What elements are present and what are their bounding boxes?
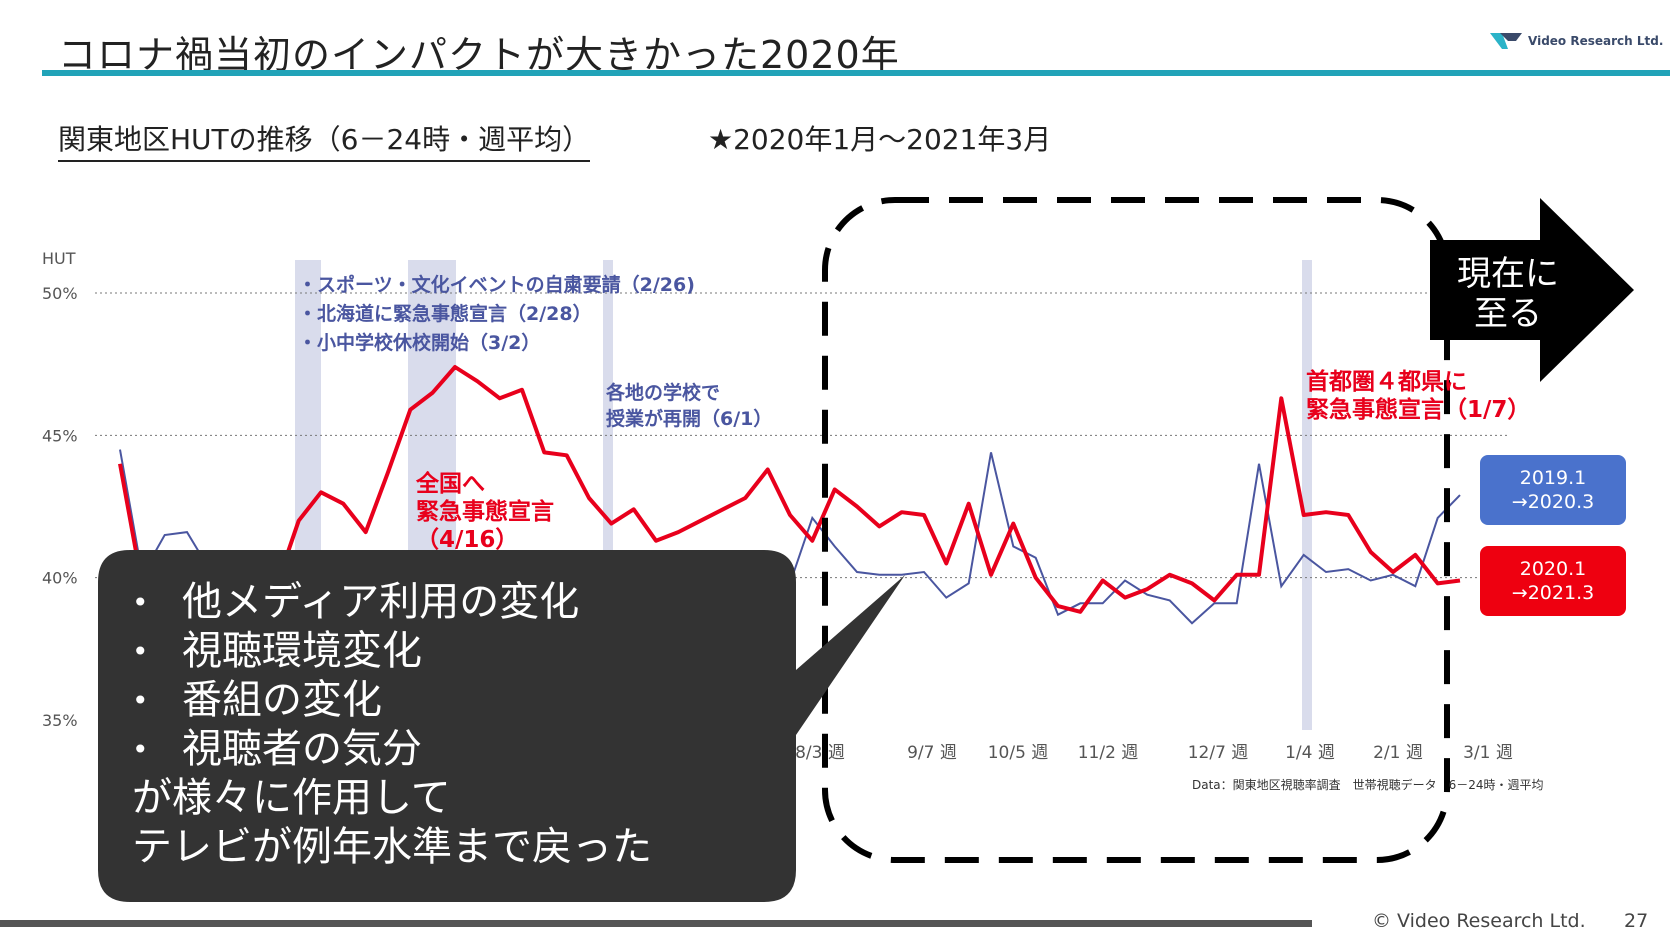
callout-bullet: • 番組の変化 <box>132 676 652 725</box>
event-band <box>603 260 613 730</box>
legend-line: →2020.3 <box>1511 491 1595 513</box>
y-tick-label: 40% <box>42 569 78 588</box>
now-arrow-line: 現在に <box>1457 254 1559 294</box>
title-rule <box>42 70 1670 76</box>
event-annotation-list: ・スポーツ・文化イベントの自粛要請（2/26) ・北海道に緊急事態宣言（2/28… <box>298 271 695 358</box>
x-tick-label: 9/7 週 <box>907 743 957 763</box>
logo-mark-icon <box>1490 33 1522 49</box>
series-line-2020 <box>118 365 1461 614</box>
annotation-line: 全国へ <box>416 471 485 497</box>
callout-bullet: • 視聴環境変化 <box>132 627 652 676</box>
x-tick-label: 1/4 週 <box>1285 743 1335 763</box>
y-axis-label: HUT <box>42 249 76 268</box>
legend-line: →2021.3 <box>1511 582 1595 604</box>
annotation-line: 緊急事態宣言（1/7） <box>1306 397 1531 423</box>
bullet-text: 視聴環境変化 <box>182 628 422 674</box>
callout-text: • 他メディア利用の変化 • 視聴環境変化 • 番組の変化 • 視聴者の気分 が様々に作… <box>132 578 652 872</box>
legend-badge-2019: 2019.1 →2020.3 <box>1480 455 1626 525</box>
bullet-text: 他メディア利用の変化 <box>182 579 580 625</box>
company-logo: Video Research Ltd. <box>1488 30 1663 52</box>
callout-line: が様々に作用して <box>132 775 451 821</box>
annotation-line: 緊急事態宣言 <box>416 499 554 525</box>
annotation-line: （4/16） <box>416 527 519 553</box>
source-note: Data：関東地区視聴率調査 世帯視聴データ 6－24時・週平均 <box>1192 778 1544 792</box>
y-tick-label: 50% <box>42 284 78 303</box>
bullet-text: 番組の変化 <box>182 677 382 723</box>
y-axis: 50% 45% 40% 35% HUT <box>42 249 78 730</box>
legend-line: 2020.1 <box>1519 558 1587 580</box>
bullet-text: 視聴者の気分 <box>182 726 422 772</box>
event-band <box>1302 260 1312 730</box>
logo-text: Video Research Ltd. <box>1528 34 1664 48</box>
annotation-line: 授業が再開（6/1） <box>606 408 773 430</box>
event-annotation: ・小中学校休校開始（3/2） <box>298 332 541 354</box>
now-arrow-icon <box>1430 198 1634 382</box>
metro-emergency-annotation: 首都圏４都県に 緊急事態宣言（1/7） <box>1306 368 1530 424</box>
event-annotation: ・スポーツ・文化イベントの自粛要請（2/26) <box>298 274 695 296</box>
callout-bullet: • 他メディア利用の変化 <box>132 578 652 627</box>
x-tick-label: 8/3 週 <box>795 743 845 763</box>
x-tick-label: 3/1 週 <box>1463 743 1513 763</box>
now-arrow-line: 至る <box>1474 294 1542 334</box>
y-tick-label: 35% <box>42 711 78 730</box>
event-annotation: ・北海道に緊急事態宣言（2/28） <box>298 303 592 325</box>
legend-badge-2020: 2020.1 →2021.3 <box>1480 546 1626 616</box>
chart-period: ★2020年1月～2021年3月 <box>708 123 1052 156</box>
chart-subtitle: 関東地区HUTの推移（6－24時・週平均） <box>58 118 591 162</box>
bullet-mark: • <box>132 635 149 668</box>
y-tick-label: 45% <box>42 426 78 445</box>
x-tick-label: 11/2 週 <box>1078 743 1139 763</box>
page-number: 27 <box>1624 910 1649 932</box>
school-reopen-annotation: 各地の学校で 授業が再開（6/1） <box>606 380 772 432</box>
annotation-line: 首都圏４都県に <box>1306 369 1467 395</box>
copyright: © Video Research Ltd. <box>1372 910 1586 932</box>
x-tick-label: 10/5 週 <box>988 743 1049 763</box>
bullet-mark: • <box>132 733 149 766</box>
x-tick-label: 12/7 週 <box>1188 743 1249 763</box>
focus-frame <box>822 197 1450 863</box>
legend-line: 2019.1 <box>1519 467 1587 489</box>
callout-bubble <box>98 550 905 902</box>
annotation-line: 各地の学校で <box>606 382 721 404</box>
callout-line: テレビが例年水準まで戻った <box>132 824 652 870</box>
callout-bullet: • 視聴者の気分 <box>132 725 652 774</box>
now-arrow-label: 現在に 至る <box>1452 254 1564 334</box>
footer-bar <box>0 920 1312 927</box>
x-tick-label: 2/1 週 <box>1373 743 1423 763</box>
bullet-mark: • <box>132 684 149 717</box>
bullet-mark: • <box>132 586 149 619</box>
national-emergency-annotation: 全国へ 緊急事態宣言 （4/16） <box>416 470 554 554</box>
page-title: コロナ禍当初のインパクトが大きかった2020年 <box>58 33 900 77</box>
